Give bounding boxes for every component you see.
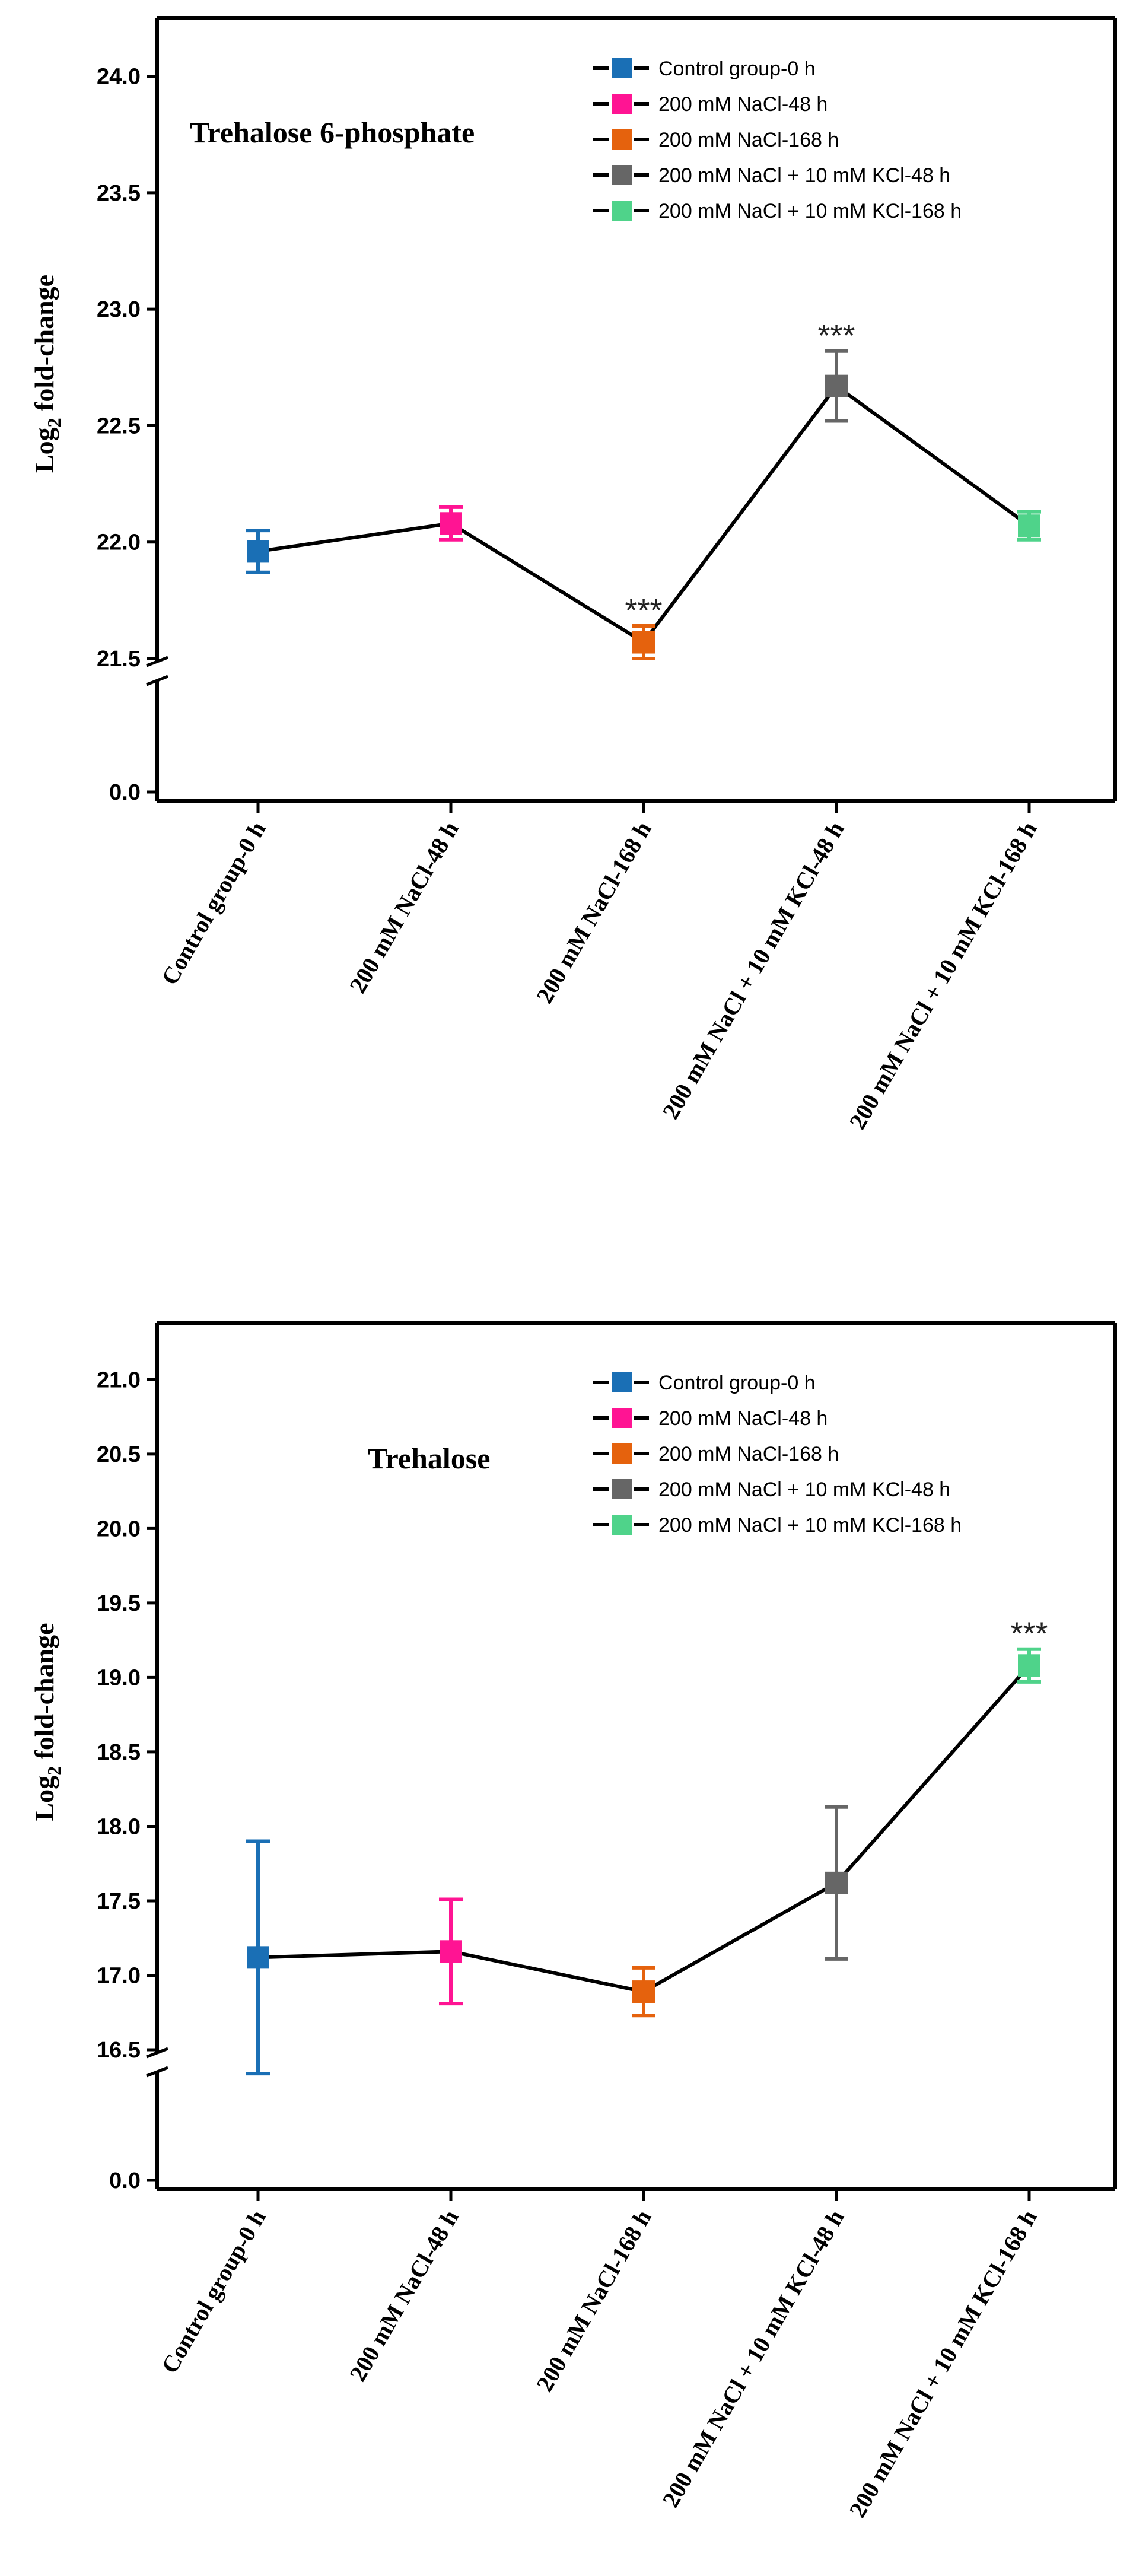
x-category-label: 200 mM NaCl-168 h — [531, 2205, 657, 2396]
x-category-label: 200 mM NaCl + 10 mM KCl-168 h — [844, 2205, 1042, 2522]
legend-label: 200 mM NaCl + 10 mM KCl-168 h — [658, 200, 962, 222]
legend-swatch — [612, 58, 632, 78]
legend-swatch — [612, 1372, 632, 1392]
y-axis-title-subscript: 2 — [43, 1766, 65, 1776]
axis-break-mark — [146, 675, 168, 686]
significance-label: *** — [625, 593, 662, 628]
x-category-label: 200 mM NaCl + 10 mM KCl-48 h — [657, 2205, 849, 2512]
x-category-label: 200 mM NaCl-168 h — [531, 817, 657, 1008]
legend-label: 200 mM NaCl + 10 mM KCl-48 h — [658, 1478, 950, 1501]
y-tick-label: 19.5 — [97, 1591, 141, 1616]
legend-label: 200 mM NaCl + 10 mM KCl-48 h — [658, 164, 950, 187]
legend-swatch — [612, 1479, 632, 1499]
y-tick-label: 17.0 — [97, 1963, 141, 1988]
chart-panel-1: 0.0 21.5 22.0 22.5 23.0 23.5 24.0 Log2 fold-cha… — [29, 16, 1117, 1134]
legend-label: 200 mM NaCl-168 h — [658, 129, 839, 151]
y-axis-title: Log2 fold-change — [29, 1623, 65, 1821]
y-axis-title-rest: fold-change — [29, 1623, 59, 1766]
y-tick-label: 18.5 — [97, 1740, 141, 1765]
y-axis-title-rest: fold-change — [29, 275, 59, 418]
y-tick-label: 20.5 — [97, 1442, 141, 1467]
legend-swatch — [612, 165, 632, 185]
significance-label: *** — [1010, 1616, 1048, 1652]
y-tick-label: 0.0 — [109, 2168, 141, 2193]
y-tick-label: 23.5 — [97, 181, 141, 206]
x-category-label: Control group-0 h — [156, 2205, 271, 2378]
legend-label: 200 mM NaCl-48 h — [658, 93, 828, 116]
x-category-label: 200 mM NaCl + 10 mM KCl-168 h — [844, 817, 1042, 1134]
data-point — [247, 1946, 269, 1969]
data-point — [632, 631, 655, 654]
y-tick-label: 16.5 — [97, 2038, 141, 2063]
legend-label: Control group-0 h — [658, 1372, 816, 1394]
y-axis-title: Log2 fold-change — [29, 275, 65, 473]
x-category-label: 200 mM NaCl-48 h — [344, 2205, 464, 2386]
y-tick-label: 22.0 — [97, 530, 141, 555]
axis-break-mark — [146, 2066, 168, 2078]
x-category-label: 200 mM NaCl + 10 mM KCl-48 h — [657, 817, 849, 1124]
legend-label: 200 mM NaCl-168 h — [658, 1443, 839, 1465]
data-point — [1018, 514, 1040, 538]
chart-panel-2: 0.0 16.5 17.0 17.5 18.0 18.5 19.0 19.5 20.0 20.5 2… — [29, 1321, 1117, 2522]
legend-swatch — [612, 1443, 632, 1464]
legend-swatch — [612, 201, 632, 221]
chart-title: Trehalose — [368, 1442, 490, 1475]
legend-label: 200 mM NaCl-48 h — [658, 1407, 828, 1430]
data-point — [825, 374, 848, 397]
data-point — [247, 540, 269, 563]
legend-label: Control group-0 h — [658, 58, 816, 80]
data-point — [632, 1980, 655, 2003]
axis-break-mark — [146, 2047, 168, 2059]
legend-swatch — [612, 1515, 632, 1535]
legend-swatch — [612, 1408, 632, 1428]
y-axis-title-main: Log — [29, 1776, 59, 1821]
chart-title: Trehalose 6-phosphate — [190, 116, 475, 149]
y-tick-label: 18.0 — [97, 1814, 141, 1839]
x-category-label: Control group-0 h — [156, 817, 271, 990]
y-tick-label: 17.5 — [97, 1889, 141, 1914]
data-point — [825, 1871, 848, 1894]
data-point — [440, 1940, 462, 1963]
y-tick-label: 23.0 — [97, 297, 141, 322]
y-axis-title-subscript: 2 — [43, 418, 65, 427]
y-tick-label: 21.5 — [97, 647, 141, 672]
legend-swatch — [612, 129, 632, 150]
y-tick-label: 20.0 — [97, 1516, 141, 1541]
data-point — [1018, 1654, 1040, 1677]
data-point — [440, 512, 462, 535]
y-tick-label: 22.5 — [97, 414, 141, 438]
axis-break-mark — [146, 656, 168, 667]
y-axis-title-main: Log — [29, 427, 59, 473]
significance-label: *** — [817, 318, 855, 354]
y-tick-label: 24.0 — [97, 65, 141, 90]
x-category-label: 200 mM NaCl-48 h — [344, 817, 464, 997]
legend-label: 200 mM NaCl + 10 mM KCl-168 h — [658, 1514, 962, 1537]
y-tick-label: 0.0 — [109, 780, 141, 805]
legend-swatch — [612, 94, 632, 114]
y-tick-label: 21.0 — [97, 1367, 141, 1392]
series-line — [257, 1664, 1031, 1994]
y-tick-label: 19.0 — [97, 1665, 141, 1690]
